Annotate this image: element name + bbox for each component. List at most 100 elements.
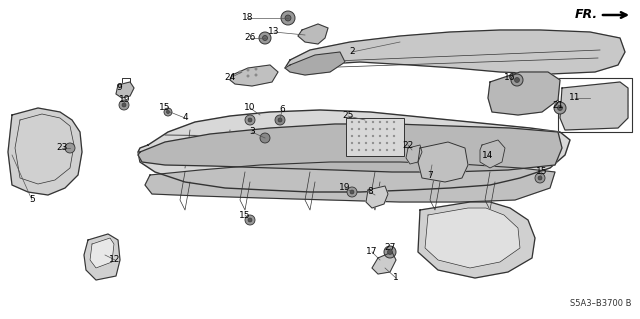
Circle shape — [278, 118, 282, 122]
Text: 18: 18 — [243, 13, 253, 23]
Polygon shape — [8, 108, 82, 195]
Text: 15: 15 — [239, 211, 251, 219]
Text: 13: 13 — [268, 27, 280, 36]
Circle shape — [248, 118, 252, 122]
Polygon shape — [418, 202, 535, 278]
Text: 21: 21 — [552, 100, 564, 109]
Circle shape — [245, 115, 255, 125]
Circle shape — [119, 100, 129, 110]
Text: 24: 24 — [225, 73, 236, 83]
Polygon shape — [560, 82, 628, 130]
Text: 17: 17 — [366, 248, 378, 256]
Circle shape — [350, 190, 354, 194]
Circle shape — [255, 74, 257, 76]
Text: 7: 7 — [427, 170, 433, 180]
Circle shape — [393, 135, 395, 137]
Text: 6: 6 — [279, 106, 285, 115]
Polygon shape — [285, 52, 345, 75]
Circle shape — [347, 187, 357, 197]
Text: 19: 19 — [119, 95, 131, 105]
Circle shape — [351, 128, 353, 130]
Circle shape — [379, 142, 381, 144]
Polygon shape — [138, 110, 570, 192]
Circle shape — [372, 135, 374, 137]
Circle shape — [372, 128, 374, 130]
Circle shape — [372, 149, 374, 151]
Circle shape — [511, 74, 523, 86]
Circle shape — [262, 35, 268, 41]
Circle shape — [535, 173, 545, 183]
Polygon shape — [425, 208, 520, 268]
Text: 4: 4 — [182, 114, 188, 122]
Circle shape — [248, 218, 252, 222]
Text: 15: 15 — [536, 167, 548, 176]
Polygon shape — [406, 145, 422, 164]
Circle shape — [365, 149, 367, 151]
Circle shape — [365, 128, 367, 130]
Text: 10: 10 — [244, 103, 256, 113]
Text: 11: 11 — [569, 93, 580, 102]
Circle shape — [393, 142, 395, 144]
Text: 14: 14 — [483, 151, 493, 160]
Text: 27: 27 — [384, 243, 396, 253]
Polygon shape — [84, 234, 120, 280]
Circle shape — [358, 121, 360, 123]
Polygon shape — [372, 252, 396, 274]
Circle shape — [538, 176, 542, 180]
Circle shape — [275, 115, 285, 125]
Circle shape — [260, 133, 270, 143]
Circle shape — [358, 142, 360, 144]
Text: 2: 2 — [349, 48, 355, 56]
Circle shape — [166, 110, 170, 114]
Circle shape — [245, 215, 255, 225]
Circle shape — [386, 128, 388, 130]
Circle shape — [255, 68, 257, 70]
Polygon shape — [90, 238, 114, 268]
Circle shape — [393, 149, 395, 151]
Circle shape — [247, 75, 249, 77]
Circle shape — [365, 135, 367, 137]
Circle shape — [358, 135, 360, 137]
Text: FR.: FR. — [575, 9, 598, 21]
Circle shape — [247, 69, 249, 71]
Circle shape — [351, 121, 353, 123]
Polygon shape — [138, 124, 562, 172]
Circle shape — [285, 15, 291, 21]
Circle shape — [379, 121, 381, 123]
Circle shape — [386, 142, 388, 144]
Circle shape — [358, 128, 360, 130]
Circle shape — [386, 149, 388, 151]
Bar — [346, 118, 404, 156]
Circle shape — [239, 71, 241, 73]
Circle shape — [372, 142, 374, 144]
Text: 25: 25 — [342, 112, 354, 121]
Circle shape — [351, 135, 353, 137]
Circle shape — [372, 121, 374, 123]
Circle shape — [358, 149, 360, 151]
Polygon shape — [418, 142, 468, 182]
Polygon shape — [285, 30, 625, 74]
Text: 3: 3 — [249, 128, 255, 137]
Polygon shape — [366, 186, 388, 208]
Circle shape — [557, 106, 563, 110]
Polygon shape — [298, 24, 328, 44]
Polygon shape — [488, 72, 560, 115]
Circle shape — [554, 102, 566, 114]
Circle shape — [379, 149, 381, 151]
Text: 15: 15 — [159, 103, 171, 113]
Circle shape — [164, 108, 172, 116]
Text: 16: 16 — [504, 73, 516, 83]
Text: 19: 19 — [339, 183, 351, 192]
Circle shape — [365, 142, 367, 144]
Text: 23: 23 — [56, 144, 68, 152]
Text: 8: 8 — [367, 188, 373, 197]
Text: S5A3–B3700 B: S5A3–B3700 B — [570, 299, 632, 308]
Polygon shape — [230, 65, 278, 86]
Circle shape — [387, 249, 392, 255]
Circle shape — [351, 142, 353, 144]
Circle shape — [379, 135, 381, 137]
Polygon shape — [145, 162, 555, 202]
Circle shape — [386, 135, 388, 137]
Circle shape — [386, 121, 388, 123]
Circle shape — [393, 121, 395, 123]
